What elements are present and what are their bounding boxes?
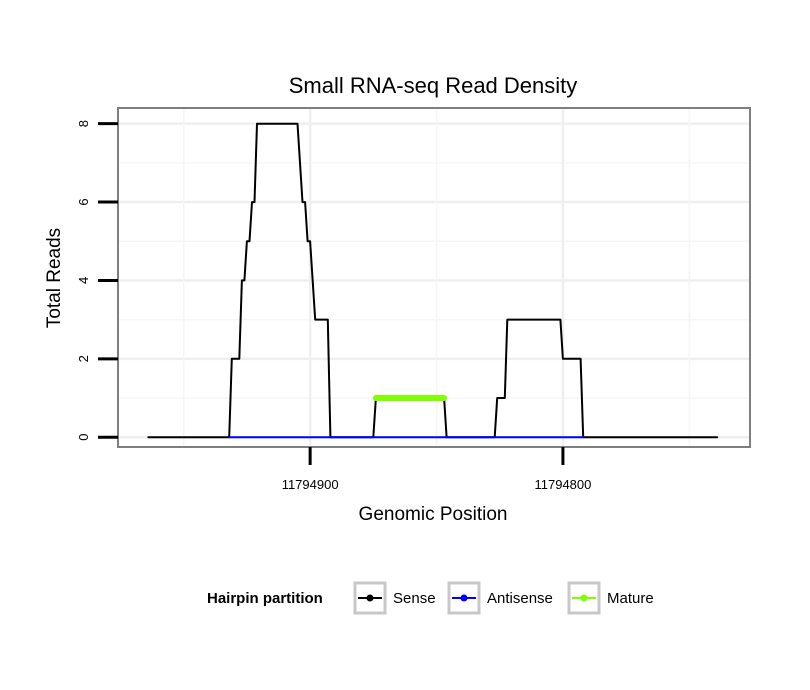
legend-label: Sense (393, 590, 436, 607)
chart-title: Small RNA-seq Read Density (289, 73, 578, 98)
y-tick-label: 8 (76, 120, 91, 127)
panel-background (118, 108, 750, 447)
legend-key-point (366, 594, 374, 602)
x-axis-label: Genomic Position (359, 504, 508, 525)
series-group (147, 122, 719, 439)
plot-panel (117, 107, 751, 448)
legend-key-box (447, 581, 481, 615)
y-tick-label: 2 (76, 355, 91, 362)
legend-label: Antisense (487, 590, 553, 607)
x-tick-label: 11794800 (534, 477, 591, 492)
panel-border (117, 107, 751, 448)
legend-key-point (580, 594, 588, 602)
legend-key-point (460, 594, 468, 602)
y-tick-label: 6 (76, 198, 91, 205)
y-axis-label: Total Reads (44, 228, 65, 328)
legend-title: Hairpin partition (207, 590, 323, 607)
y-axis: 0 2 4 6 8 (76, 120, 118, 441)
x-axis: 11794900 11794800 (282, 447, 591, 492)
legend-item-antisense: Antisense (447, 581, 553, 615)
grid-lines (118, 108, 750, 447)
legend-item-sense: Sense (353, 581, 436, 615)
legend-item-mature: Mature (567, 581, 654, 615)
y-tick-label: 4 (76, 277, 91, 284)
legend-label: Mature (607, 590, 654, 607)
y-tick-label: 0 (76, 434, 91, 441)
legend: Hairpin partition Sense Antisense Mature (207, 581, 654, 615)
x-tick-label: 11794900 (282, 477, 339, 492)
series-line-sense (147, 122, 719, 439)
